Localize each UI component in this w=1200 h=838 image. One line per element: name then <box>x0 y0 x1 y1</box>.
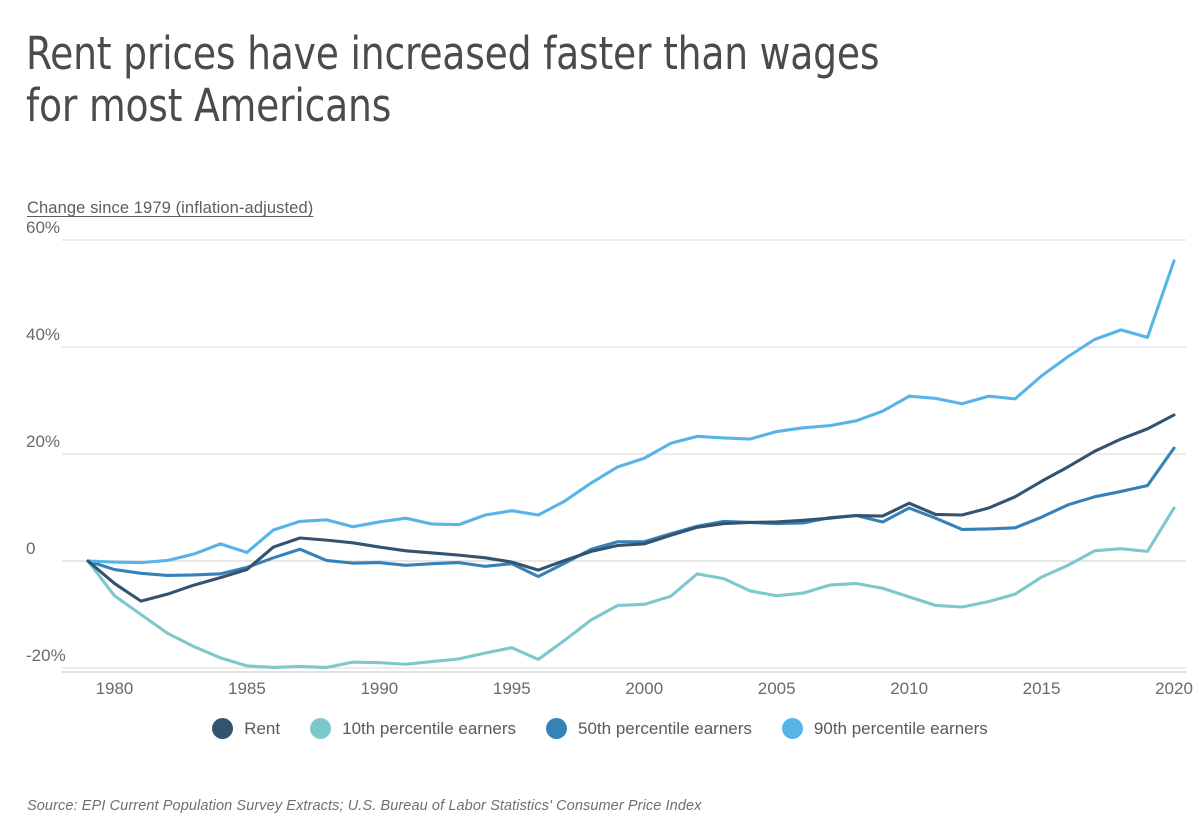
legend-item-label: 90th percentile earners <box>813 718 988 738</box>
legend-swatch-icon <box>546 718 568 739</box>
x-axis-tick-label: 2020 <box>1155 679 1193 698</box>
y-axis-labels: 60% 40% 20% 0 -20% <box>26 218 66 665</box>
x-axis-tick-label: 1990 <box>360 679 398 698</box>
y-axis-tick-label: 40% <box>26 325 60 344</box>
series-line-10th-percentile-earners <box>86 506 1176 670</box>
y-axis-tick-label: 0 <box>26 539 35 558</box>
series-line-50th-percentile-earners <box>86 446 1176 579</box>
page-title: Rent prices have increased faster than w… <box>26 27 880 132</box>
legend-swatch-icon <box>781 718 803 739</box>
gridlines <box>62 239 1186 673</box>
source-note: Source: EPI Current Population Survey Ex… <box>27 798 702 814</box>
chart-legend: Rent 10th percentile earners 50th percenti… <box>0 718 1200 739</box>
x-axis-tick-label: 1995 <box>493 679 531 698</box>
x-axis-labels: 1980 1985 1990 1995 2000 2005 2010 2015 2020 <box>96 679 1193 698</box>
x-axis-tick-label: 2015 <box>1023 679 1061 698</box>
x-axis-tick-label: 1980 <box>96 679 134 698</box>
legend-item[interactable]: Rent <box>212 718 280 739</box>
x-axis-tick-label: 2010 <box>890 679 928 698</box>
legend-swatch-icon <box>212 718 234 739</box>
series-line-rent <box>86 413 1176 603</box>
title-block: Rent prices have increased faster than w… <box>26 28 1146 132</box>
x-axis-tick-label: 2005 <box>758 679 796 698</box>
legend-item[interactable]: 50th percentile earners <box>546 718 752 739</box>
legend-item[interactable]: 90th percentile earners <box>781 718 988 739</box>
legend-item[interactable]: 10th percentile earners <box>310 718 516 739</box>
y-axis-tick-label: 60% <box>26 218 60 237</box>
chart-subtitle: Change since 1979 (inflation-adjusted) <box>27 199 314 217</box>
y-axis-tick-label: 20% <box>26 432 60 451</box>
legend-swatch-icon <box>310 718 332 739</box>
series-line-90th-percentile-earners <box>86 259 1176 565</box>
legend-item-label: 50th percentile earners <box>578 718 752 738</box>
legend-item-label: 10th percentile earners <box>342 718 517 738</box>
x-axis-tick-label: 1985 <box>228 679 266 698</box>
x-axis-tick-label: 2000 <box>625 679 663 698</box>
series-group <box>86 259 1176 670</box>
legend-item-label: Rent <box>244 718 281 738</box>
y-axis-tick-label: -20% <box>26 646 66 665</box>
